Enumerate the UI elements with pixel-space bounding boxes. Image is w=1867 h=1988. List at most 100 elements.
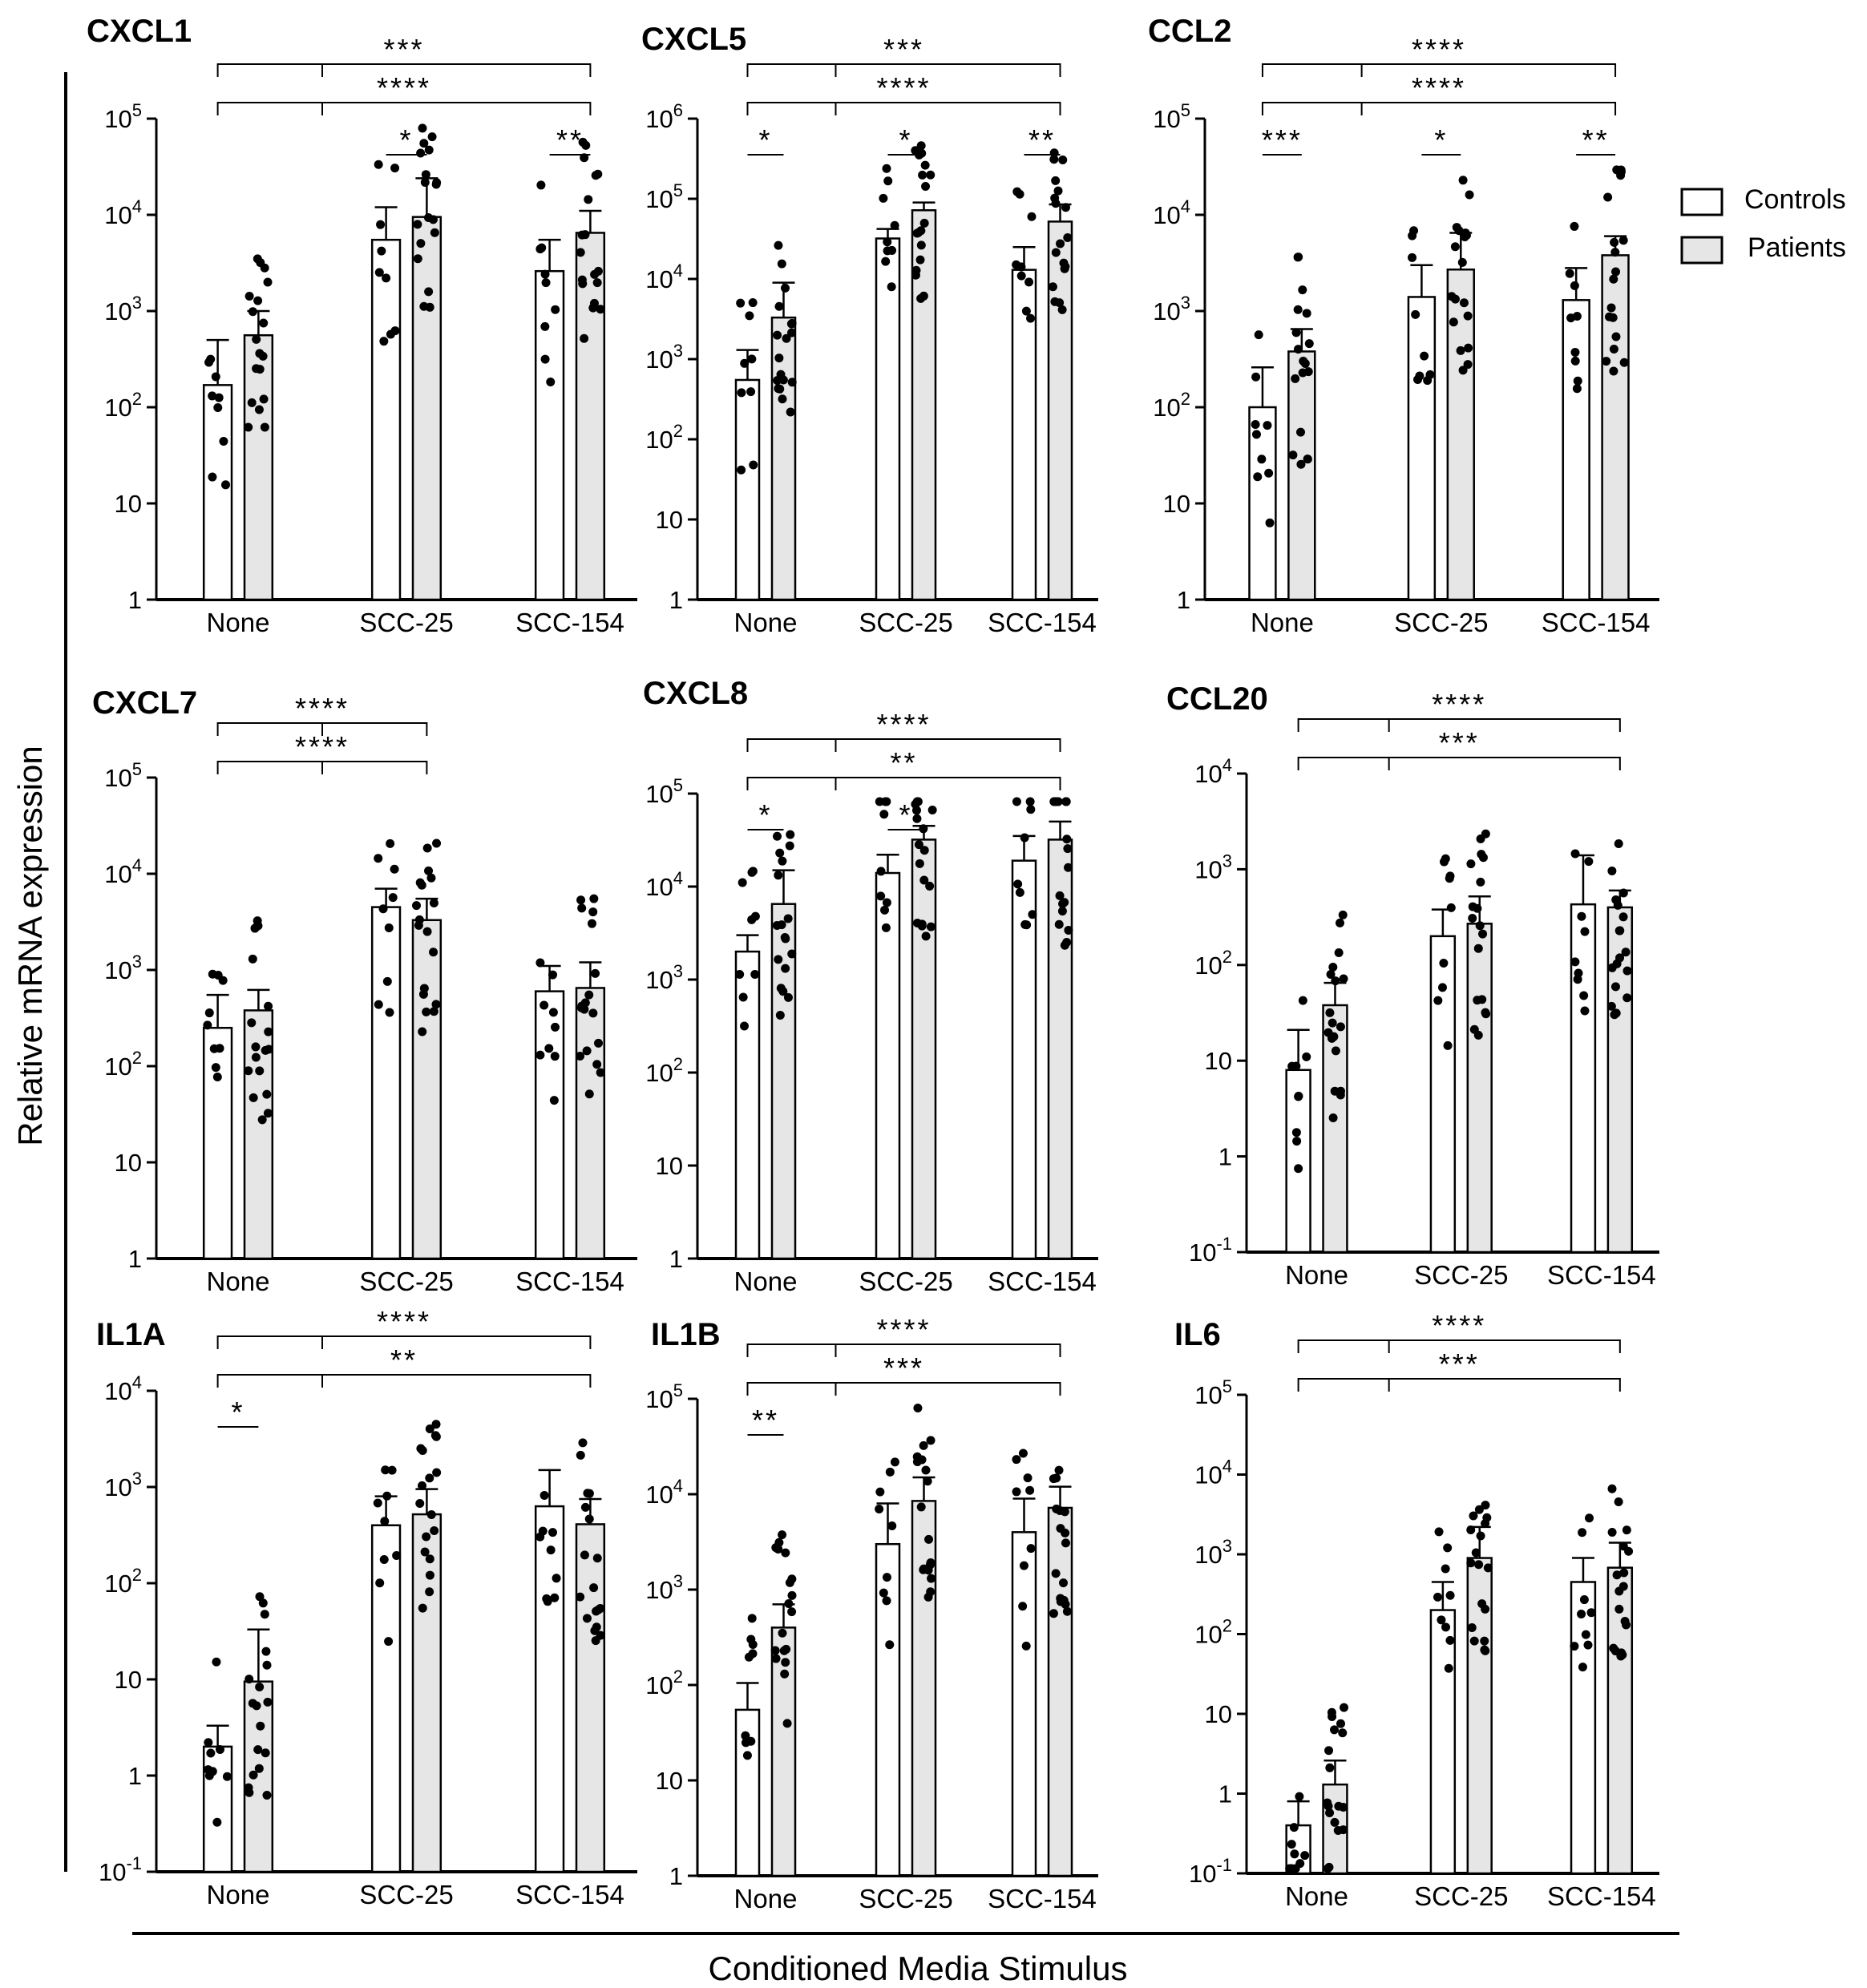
data-point (260, 1610, 269, 1619)
data-point (548, 1528, 557, 1537)
data-point (787, 949, 797, 959)
data-point (782, 1719, 792, 1728)
y-tick-label: 104 (1194, 755, 1232, 788)
data-point (1456, 345, 1465, 355)
data-point (1061, 1538, 1070, 1548)
bar-cxcl7-patients-1 (411, 919, 443, 1260)
significance-bracket (216, 1374, 592, 1388)
data-point (774, 955, 783, 964)
data-point (785, 1578, 794, 1587)
data-point (1013, 879, 1023, 889)
data-point (1059, 1578, 1069, 1588)
bar-il1a-controls-1 (370, 1524, 402, 1873)
significance-bracket (746, 777, 1061, 790)
significance-label: *** (383, 33, 424, 66)
significance-label: *** (1439, 1348, 1480, 1380)
data-point (426, 1509, 436, 1519)
data-point (1586, 1608, 1596, 1618)
data-point (430, 1525, 439, 1535)
data-point (253, 1745, 263, 1755)
data-point (427, 132, 437, 142)
x-tick-label: SCC-154 (515, 1880, 624, 1909)
data-point (259, 394, 269, 404)
data-point (1480, 1645, 1489, 1655)
data-point (778, 1530, 787, 1540)
x-tick-label: None (207, 1880, 270, 1909)
data-point (1062, 1606, 1072, 1616)
x-tick-label: None (207, 1267, 270, 1296)
data-point (1463, 311, 1473, 321)
y-tick-label: 1 (669, 1245, 683, 1273)
data-point (738, 992, 748, 1002)
y-tick-label: 1 (669, 586, 683, 614)
data-point (419, 984, 429, 993)
data-point (1056, 1524, 1065, 1533)
data-point (773, 831, 782, 841)
data-point (251, 1042, 261, 1052)
data-point (1018, 1449, 1028, 1458)
bar-il6-patients-2 (1606, 1566, 1634, 1875)
data-point (775, 384, 785, 394)
data-point (916, 141, 926, 151)
significance-label: * (899, 123, 912, 156)
data-point (1295, 427, 1305, 437)
data-point (1253, 472, 1263, 482)
data-point (911, 265, 921, 275)
data-point (261, 1748, 270, 1758)
data-point (1298, 368, 1307, 378)
data-point (1606, 1001, 1616, 1011)
data-point (1057, 907, 1067, 916)
data-point (220, 480, 230, 490)
data-point (577, 1001, 587, 1011)
data-point (576, 1592, 585, 1602)
data-point (1302, 309, 1311, 318)
data-point (429, 1007, 438, 1016)
data-point (550, 1052, 560, 1061)
data-point (926, 1587, 936, 1597)
data-point (1578, 1663, 1587, 1672)
data-point (244, 1066, 253, 1076)
data-point (1580, 927, 1590, 936)
x-tick-label: SCC-25 (1394, 608, 1488, 637)
data-point (781, 964, 790, 973)
data-point (578, 279, 588, 289)
data-point (1339, 1825, 1348, 1835)
data-point (1477, 850, 1486, 859)
data-point (1023, 1473, 1033, 1483)
data-point (546, 378, 556, 387)
data-point (1476, 877, 1485, 887)
bar-il1a-patients-0 (243, 1680, 274, 1873)
data-point (1298, 285, 1307, 295)
data-point (747, 1614, 757, 1623)
x-tick-label: None (207, 608, 270, 637)
bar-cxcl7-controls-1 (370, 906, 402, 1260)
data-point (919, 824, 928, 834)
bar-il6-patients-1 (1466, 1557, 1493, 1875)
data-point (1612, 1570, 1622, 1580)
data-point (1063, 844, 1073, 854)
data-point (1025, 797, 1035, 806)
data-point (413, 254, 422, 264)
data-point (248, 307, 257, 317)
data-point (1265, 518, 1275, 527)
data-point (1446, 903, 1456, 912)
data-point (780, 932, 790, 942)
data-point (1329, 1032, 1339, 1041)
data-point (1481, 1501, 1490, 1510)
data-point (258, 351, 268, 361)
data-point (915, 255, 925, 265)
data-point (596, 305, 605, 314)
data-point (1614, 1497, 1623, 1506)
data-point (781, 1658, 790, 1667)
data-point (749, 460, 758, 470)
data-point (746, 387, 756, 397)
data-point (1476, 834, 1485, 844)
data-point (748, 298, 758, 308)
data-point (262, 1089, 272, 1099)
data-point (786, 407, 795, 417)
significance-bracket (746, 1344, 1061, 1357)
data-point (259, 318, 269, 328)
data-point (737, 388, 746, 398)
x-tick-label: SCC-154 (515, 608, 624, 637)
bar-cxcl5-controls-1 (875, 237, 901, 601)
